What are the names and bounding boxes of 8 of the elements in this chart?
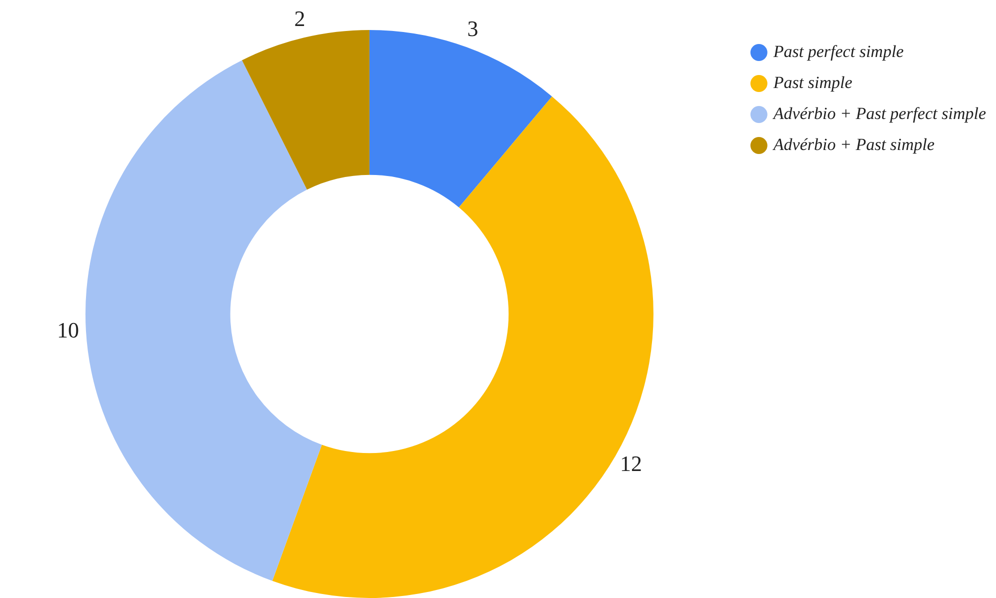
legend-label: Past perfect simple: [772, 42, 904, 61]
data-label: 3: [467, 16, 478, 41]
legend-label: Past simple: [772, 72, 853, 92]
data-label: 10: [56, 317, 79, 342]
legend-label: Advérbio + Past simple: [772, 134, 936, 154]
data-label: 12: [620, 450, 642, 476]
legend-label: Advérbio + Past perfect simple: [772, 104, 986, 123]
data-label: 2: [294, 6, 306, 31]
